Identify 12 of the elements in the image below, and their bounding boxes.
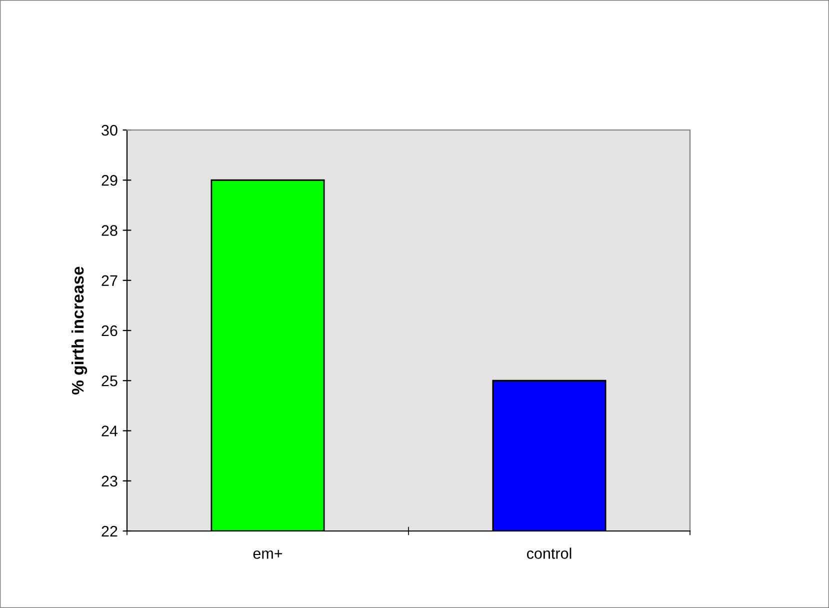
y-axis-title: % girth increase (71, 266, 88, 394)
y-tick-label: 28 (102, 225, 118, 236)
y-tick-label: 23 (102, 476, 118, 487)
y-tick-label: 22 (102, 526, 118, 537)
x-tick-label: control (526, 548, 572, 559)
x-tick-label: em+ (253, 550, 282, 559)
y-tick-label: 29 (102, 174, 118, 186)
y-tick-label: 27 (102, 275, 118, 286)
y-tick-label: 24 (102, 426, 118, 436)
y-tick-label: 25 (102, 375, 118, 386)
y-tick-label: 30 (102, 124, 118, 136)
y-tick-label: 26 (102, 325, 118, 336)
